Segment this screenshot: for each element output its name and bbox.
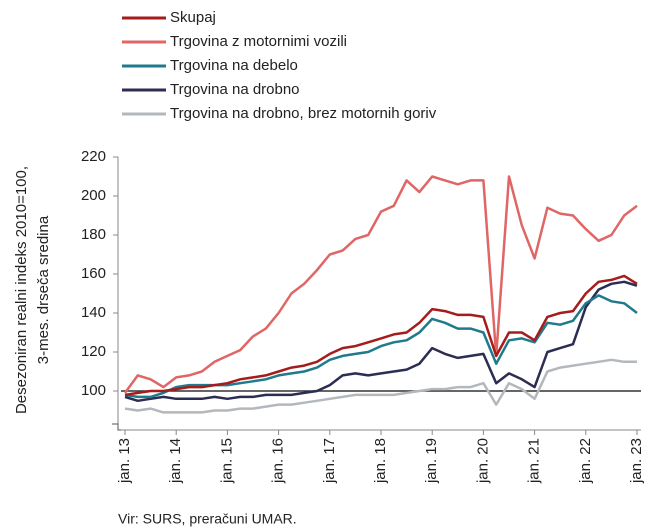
- x-tick-label: jan. 13: [116, 438, 133, 484]
- y-axis-title: 3-mes. drseča sredina: [35, 215, 52, 364]
- x-tick-label: jan. 20: [474, 438, 491, 484]
- series-line: [124, 280, 638, 403]
- legend-label: Skupaj: [170, 9, 216, 26]
- y-tick-label: 100: [81, 382, 106, 399]
- x-tick-label: jan. 22: [577, 438, 594, 484]
- series-line: [124, 294, 638, 399]
- legend-label: Trgovina na drobno: [170, 81, 300, 98]
- x-tick-label: jan. 23: [628, 438, 645, 484]
- source-note: Vir: SURS, preračuni UMAR.: [118, 511, 297, 527]
- legend-label: Trgovina na drobno, brez motornih goriv: [170, 105, 437, 122]
- y-tick-label: 140: [81, 304, 106, 321]
- y-tick-label: 200: [81, 187, 106, 204]
- y-tick-label: 160: [81, 265, 106, 282]
- axis-break: [112, 423, 124, 431]
- y-tick-label: 120: [81, 343, 106, 360]
- x-tick-label: jan. 15: [218, 438, 235, 484]
- series-line: [124, 358, 637, 414]
- series-line: [124, 274, 638, 397]
- x-tick-label: jan. 16: [270, 438, 287, 484]
- y-tick-label: 180: [81, 226, 106, 243]
- legend-label: Trgovina z motornimi vozili: [170, 33, 347, 50]
- x-tick-label: jan. 14: [167, 438, 184, 484]
- y-tick-label: 220: [81, 148, 106, 165]
- series-line: [123, 175, 638, 394]
- x-tick-label: jan. 19: [423, 438, 440, 484]
- x-tick-label: jan. 21: [526, 438, 543, 484]
- x-tick-label: jan. 18: [372, 438, 389, 484]
- legend-label: Trgovina na debelo: [170, 57, 298, 74]
- x-tick-label: jan. 17: [321, 438, 338, 484]
- y-axis-title: Desezoniran realni indeks 2010=100,: [13, 166, 30, 414]
